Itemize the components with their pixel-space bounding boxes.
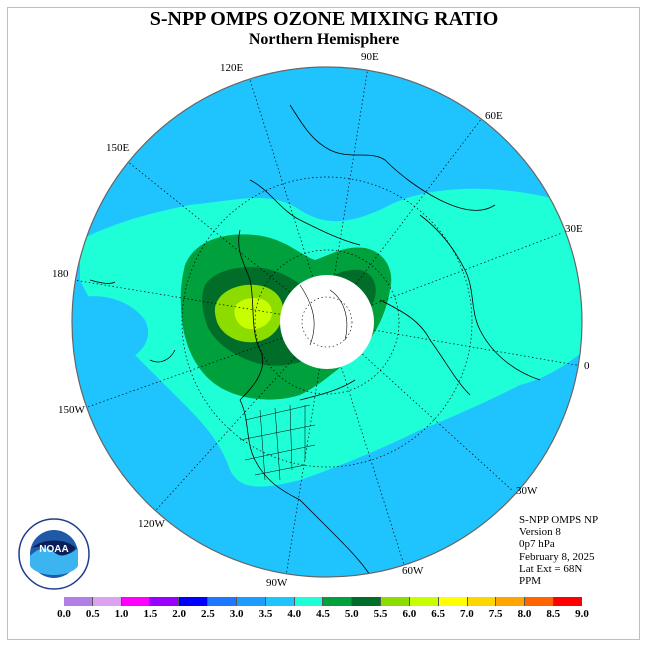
colorbar-tick-label: 4.0 xyxy=(287,608,302,620)
info-date: February 8, 2025 xyxy=(519,550,595,563)
colorbar-tick-label: 3.5 xyxy=(258,608,273,620)
colorbar-swatch xyxy=(265,597,295,606)
colorbar xyxy=(64,597,582,606)
colorbar-tick-label: 2.0 xyxy=(172,608,186,620)
colorbar-swatch xyxy=(496,597,526,606)
colorbar-swatch xyxy=(208,597,237,606)
colorbar-tick-label: 2.5 xyxy=(201,608,215,620)
noaa-logo: NOAA xyxy=(18,518,90,590)
colorbar-swatch xyxy=(64,597,93,606)
map-boundary xyxy=(71,66,583,578)
colorbar-tick-label: 6.5 xyxy=(431,608,445,620)
colorbar-swatch xyxy=(381,597,410,606)
colorbar-swatch xyxy=(438,597,468,606)
colorbar-tick-label: 7.5 xyxy=(488,608,503,620)
polar-cap-lines xyxy=(299,284,353,348)
figure-frame xyxy=(7,7,640,640)
lon-label-60w: 60W xyxy=(402,565,424,577)
colorbar-tick-label: 0.0 xyxy=(57,608,71,620)
colorbar-tick-label: 8.5 xyxy=(546,608,561,620)
colorbar-swatch xyxy=(352,597,382,606)
info-pressure-level: 0p7 hPa xyxy=(519,538,555,551)
colorbar-tick-label: 8.0 xyxy=(517,608,532,620)
lon-label-90w: 90W xyxy=(266,577,288,589)
lon-label-0: 0 xyxy=(584,360,590,372)
colorbar-swatch xyxy=(525,597,555,606)
colorbar-swatch xyxy=(323,597,353,606)
colorbar-tick-label: 4.5 xyxy=(316,608,330,620)
colorbar-swatch xyxy=(92,597,122,606)
lon-label-90e: 90E xyxy=(361,51,379,63)
lon-label-150w: 150W xyxy=(58,404,85,416)
colorbar-tick-label: 1.5 xyxy=(143,608,158,620)
colorbar-tick-label: 9.0 xyxy=(575,608,589,620)
info-units: PPM xyxy=(519,575,542,588)
colorbar-tick-label: 6.0 xyxy=(402,608,417,620)
colorbar-swatch xyxy=(150,597,180,606)
colorbar-tick-label: 5.5 xyxy=(373,608,388,620)
colorbar-swatch xyxy=(121,597,151,606)
noaa-logo-text: NOAA xyxy=(39,544,68,555)
colorbar-tick-label: 7.0 xyxy=(460,608,474,620)
lon-label-120e: 120E xyxy=(220,62,244,74)
colorbar-swatch xyxy=(179,597,209,606)
polar-data-gap xyxy=(280,275,374,369)
colorbar-tick-label: 3.0 xyxy=(229,608,244,620)
lon-label-180: 180 xyxy=(52,268,69,280)
product-info: S-NPP OMPS NP Version 8 0p7 hPa February… xyxy=(519,514,598,587)
colorbar-swatch xyxy=(554,597,582,606)
colorbar-swatch xyxy=(294,597,324,606)
info-instrument: S-NPP OMPS NP xyxy=(519,514,599,526)
info-version: Version 8 xyxy=(519,526,561,539)
lon-label-60e: 60E xyxy=(485,110,503,122)
colorbar-swatch xyxy=(409,597,439,606)
lon-label-150e: 150E xyxy=(106,142,130,154)
admin-boundaries xyxy=(239,404,316,481)
colorbar-tick-label: 1.0 xyxy=(114,608,129,620)
map-title: S-NPP OMPS OZONE MIXING RATIO xyxy=(149,8,499,30)
colorbar-swatch xyxy=(236,597,266,606)
colorbar-swatch xyxy=(467,597,497,606)
lon-label-120w: 120W xyxy=(138,518,165,530)
map-subtitle: Northern Hemisphere xyxy=(248,31,400,48)
lon-label-30e: 30E xyxy=(565,223,583,235)
lon-label-30w: 30W xyxy=(516,485,538,497)
colorbar-ticks: 0.0 0.5 1.0 1.5 2.0 2.5 3.0 3.5 4.0 4.5 5.0 5.5 6.0 6… xyxy=(57,608,589,622)
ozone-band-3.0-3.5-blob xyxy=(72,296,149,366)
colorbar-tick-label: 5.0 xyxy=(344,608,359,620)
colorbar-tick-label: 0.5 xyxy=(85,608,100,620)
info-lat-extent: Lat Ext = 68N xyxy=(519,562,583,575)
